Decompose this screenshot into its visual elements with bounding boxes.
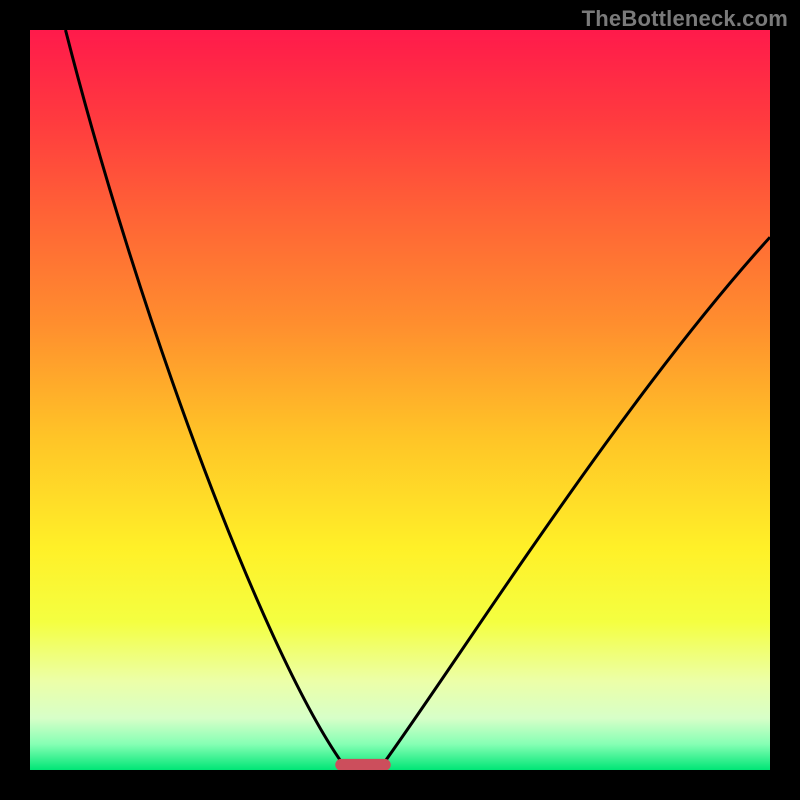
canvas: TheBottleneck.com xyxy=(0,0,800,800)
watermark-text: TheBottleneck.com xyxy=(582,6,788,32)
optimum-marker xyxy=(335,759,391,770)
gradient-background xyxy=(30,30,770,770)
bottleneck-chart xyxy=(30,30,770,770)
